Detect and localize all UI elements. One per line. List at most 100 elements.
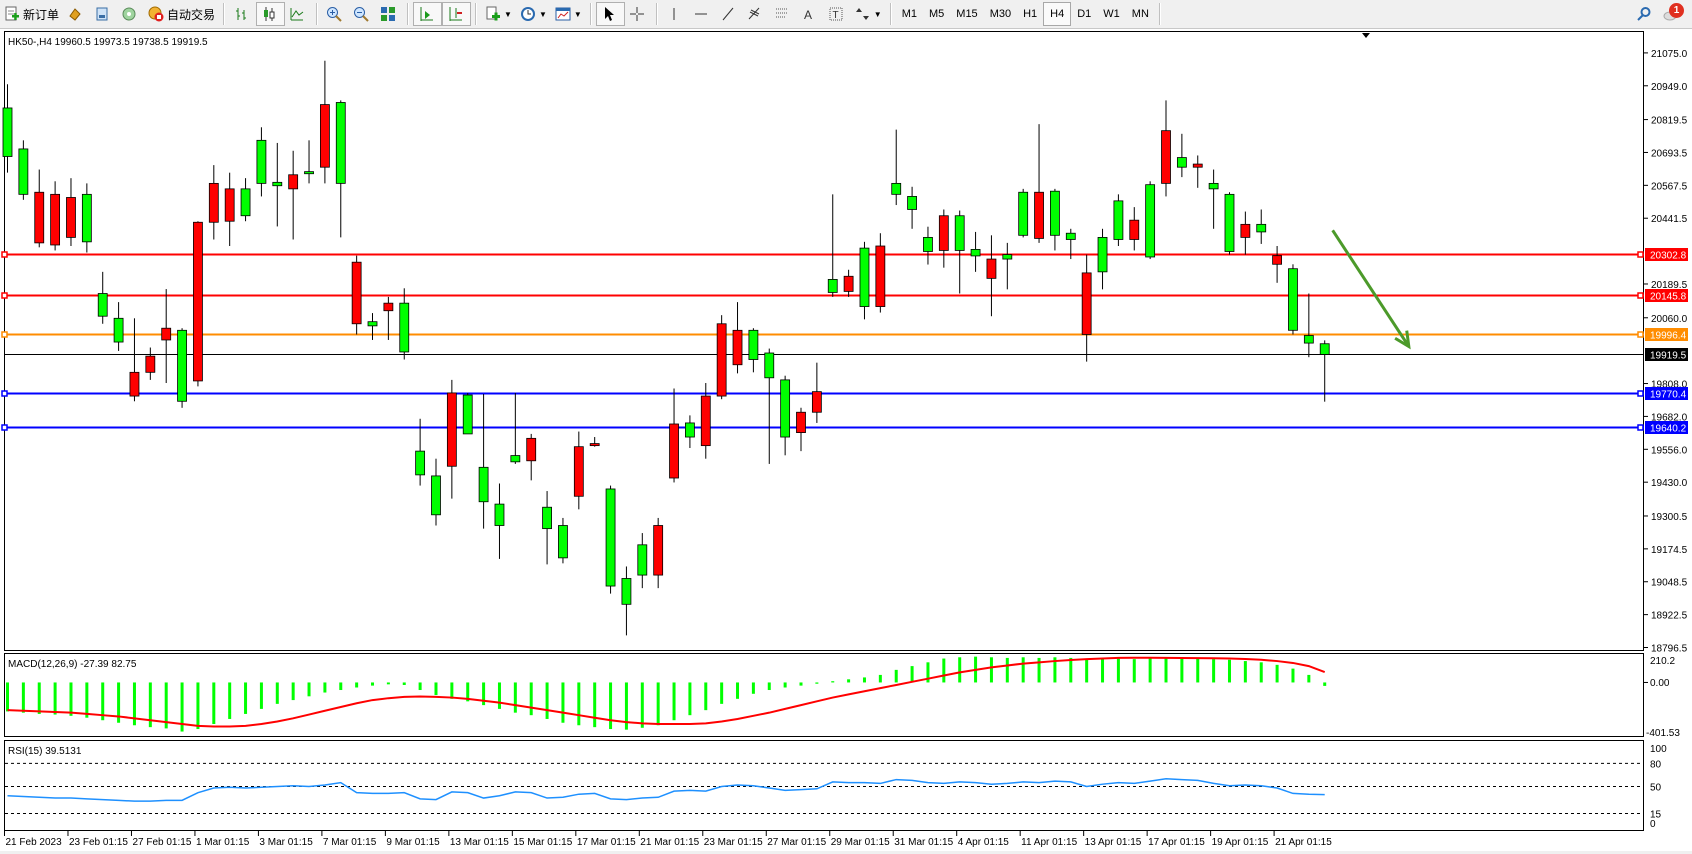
macd-histogram-bar (1021, 657, 1025, 683)
candle-body-bearish (891, 182, 902, 195)
candle-body-bearish (970, 249, 981, 257)
price-tick-label: 21075.0 (1651, 49, 1688, 60)
label-button[interactable]: T (824, 2, 851, 26)
macd-histogram-bar (132, 682, 136, 726)
candle-body-bullish (319, 104, 330, 168)
macd-histogram-bar (497, 682, 501, 709)
candle-body-bullish (589, 443, 600, 447)
autoscroll-button[interactable] (442, 2, 472, 26)
tile-windows-button[interactable] (376, 2, 403, 26)
fibonacci-button[interactable] (743, 2, 770, 26)
candle-body-bullish (224, 188, 235, 222)
price-tick-label: 20441.5 (1651, 214, 1688, 225)
chart-shift-button[interactable] (413, 2, 443, 26)
macd-histogram-bar (69, 682, 73, 716)
macd-histogram-bar (894, 669, 898, 683)
candle-body-bearish (923, 236, 933, 252)
timeframe-mn[interactable]: MN (1131, 8, 1149, 20)
notification-button[interactable]: 1 (1659, 2, 1686, 26)
candle-body-bearish (685, 422, 695, 438)
indicators-button[interactable]: ▼ (481, 2, 516, 26)
candle-body-bearish (1002, 254, 1013, 260)
rsi-header: RSI(15) 39.5131 (8, 746, 82, 757)
level-anchor-left[interactable] (1, 331, 8, 338)
data-window-button[interactable] (90, 2, 117, 26)
candle-body-bullish (1240, 223, 1251, 238)
chart-shift-marker-icon[interactable] (1362, 33, 1370, 38)
candle-body-bullish (1081, 272, 1092, 335)
arrows-button[interactable]: ▼ (851, 2, 886, 26)
timeframe-m5[interactable]: M5 (929, 8, 945, 20)
periods-button[interactable]: ▼ (516, 2, 551, 26)
horizontal-line-button[interactable] (689, 2, 716, 26)
rsi-tick-label: 50 (1650, 783, 1662, 794)
signals-button[interactable] (117, 2, 144, 26)
market-watch-icon (67, 6, 83, 22)
candlestick-icon (261, 6, 277, 22)
candle-body-bearish (827, 279, 838, 293)
vertical-line-button[interactable] (662, 2, 689, 26)
tile-windows-icon (380, 6, 396, 22)
macd-histogram-bar (1101, 658, 1105, 683)
level-anchor-right[interactable] (1637, 251, 1644, 258)
timeframe-m15[interactable]: M15 (956, 8, 978, 20)
macd-histogram-bar (466, 682, 470, 702)
chart-header: HK50-,H4 19960.5 19973.5 19738.5 19919.5 (8, 37, 208, 48)
level-anchor-left[interactable] (1, 251, 8, 258)
candle-body-bearish (431, 475, 441, 516)
candle-body-bullish (796, 411, 806, 433)
toolbar-separator (407, 3, 410, 25)
trend-line-button[interactable] (716, 2, 743, 26)
auto-trading-button[interactable]: 自动交易 (144, 2, 219, 26)
macd-histogram-bar (1212, 659, 1216, 683)
timeframe-w1[interactable]: W1 (1103, 8, 1120, 20)
macd-pane-frame (4, 653, 1644, 737)
channel-button[interactable] (770, 2, 797, 26)
arrow-head-icon[interactable] (1394, 330, 1411, 350)
cursor-button[interactable] (595, 2, 625, 26)
macd-histogram-bar (593, 682, 597, 728)
zoom-out-button[interactable] (349, 2, 376, 26)
line-chart-button[interactable] (285, 2, 312, 26)
level-anchor-right[interactable] (1637, 292, 1644, 299)
new-order-button[interactable]: 新订单 (0, 2, 63, 26)
level-anchor-left[interactable] (1, 292, 8, 299)
candlestick-button[interactable] (256, 2, 286, 26)
time-tick-label: 17 Apr 01:15 (1148, 837, 1205, 848)
candle-body-bearish (1065, 232, 1076, 240)
macd-tick-zero: 0.00 (1650, 678, 1670, 689)
macd-histogram-bar (1132, 659, 1136, 683)
level-anchor-right[interactable] (1637, 390, 1644, 397)
macd-histogram-bar (196, 682, 200, 730)
macd-histogram-bar (164, 682, 168, 729)
crosshair-button[interactable] (625, 2, 652, 26)
search-button[interactable] (1632, 2, 1659, 26)
candle-body-bearish (510, 455, 521, 463)
candlesticks (2, 60, 1330, 636)
macd-histogram-bar (688, 682, 692, 716)
rsi-line (7, 778, 1325, 802)
timeframe-m30[interactable]: M30 (989, 8, 1012, 20)
timeframe-h1[interactable]: H1 (1023, 8, 1038, 20)
zoom-in-button[interactable] (322, 2, 349, 26)
templates-button[interactable]: ▼ (551, 2, 586, 26)
timeframe-d1[interactable]: D1 (1077, 8, 1092, 20)
trend-arrow[interactable] (1331, 229, 1411, 350)
timeframe-h4[interactable]: H4 (1043, 2, 1072, 26)
level-anchor-left[interactable] (1, 424, 8, 431)
market-watch-button[interactable] (63, 2, 90, 26)
text-button[interactable]: A (797, 2, 824, 26)
bar-chart-button[interactable] (229, 2, 256, 26)
level-anchor-right[interactable] (1637, 331, 1644, 338)
candle-body-bullish (1192, 163, 1203, 168)
channel-icon (774, 6, 790, 22)
timeframe-m1[interactable]: M1 (901, 8, 917, 20)
arrow-shaft[interactable] (1331, 229, 1411, 348)
status-strip (0, 851, 1692, 854)
level-anchor-left[interactable] (1, 390, 8, 397)
macd-histogram-bar (101, 682, 105, 721)
level-anchor-right[interactable] (1637, 424, 1644, 431)
dropdown-arrow-icon: ▼ (538, 9, 547, 19)
candle-body-bullish (811, 391, 822, 413)
